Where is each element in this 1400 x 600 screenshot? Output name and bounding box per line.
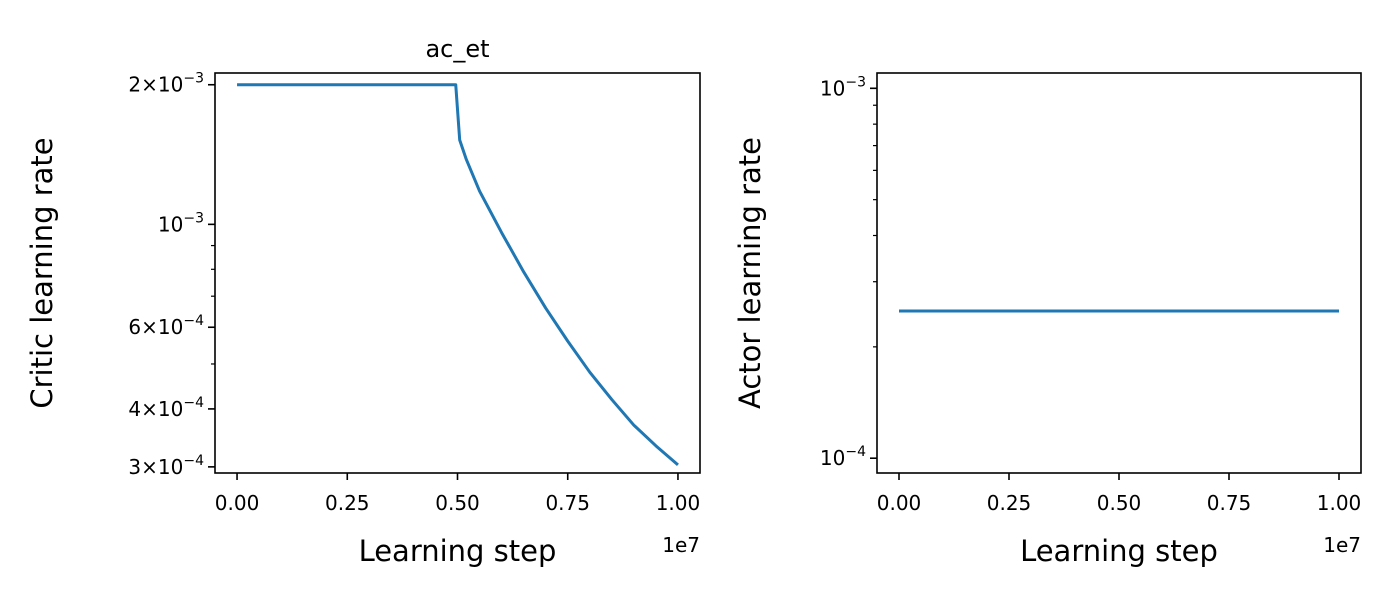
- x-tick-label: 1.00: [656, 491, 701, 515]
- x-offset-label: 1e7: [662, 533, 700, 557]
- y-tick-label: 4×10−4: [128, 395, 204, 421]
- x-tick-label: 0.25: [987, 491, 1032, 515]
- x-axis-label: Learning step: [1020, 534, 1218, 568]
- y-axis-label: Actor learning rate: [733, 137, 767, 409]
- critic-lr-subplot: 0.00 0.25 0.50 0.75 1.00 2×10−3 10−3 6×10−4 4×10…: [25, 35, 701, 568]
- axes-frame: [214, 72, 701, 474]
- x-axis-label: Learning step: [359, 534, 557, 568]
- x-tick-label: 0.75: [1207, 491, 1252, 515]
- y-tick-label: 6×10−4: [128, 313, 204, 339]
- x-tick-label: 0.00: [877, 491, 922, 515]
- x-tick-label: 0.75: [545, 491, 590, 515]
- y-tick-label: 3×10−4: [128, 453, 204, 479]
- y-tick-label: 10−4: [820, 444, 866, 470]
- x-tick-label: 0.50: [1097, 491, 1142, 515]
- x-tick-label: 0.00: [215, 491, 260, 515]
- y-tick-label: 10−3: [158, 210, 204, 236]
- actor-lr-subplot: 0.00 0.25 0.50 0.75 1.00 10−3 10−4 Learning ste…: [733, 72, 1362, 568]
- x-tick-label: 0.25: [325, 491, 370, 515]
- x-tick-label: 1.00: [1317, 491, 1362, 515]
- axes-frame: [876, 72, 1362, 474]
- y-axis-label: Critic learning rate: [25, 137, 59, 408]
- series-line-0: [237, 83, 679, 466]
- y-tick-label: 10−3: [820, 74, 866, 100]
- y-tick-label: 2×10−3: [128, 71, 204, 97]
- chart-title: ac_et: [425, 35, 489, 63]
- x-offset-label: 1e7: [1323, 533, 1361, 557]
- x-tick-label: 0.50: [435, 491, 480, 515]
